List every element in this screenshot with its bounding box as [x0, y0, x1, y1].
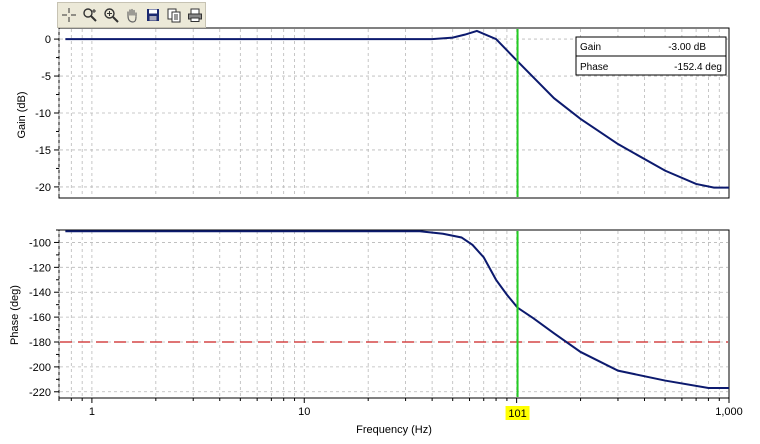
crosshair-button[interactable]	[58, 5, 79, 26]
phase-tick-label: -160	[29, 312, 51, 324]
plot-toolbar	[57, 2, 206, 28]
zoom-xy-icon	[82, 8, 97, 22]
copy-icon	[167, 8, 180, 23]
frequency-tick-label: 1,000	[715, 406, 743, 418]
pan-hand-icon	[126, 8, 137, 23]
readout-gain-label: Gain	[580, 42, 601, 53]
readout-gain-value: -3.00 dB	[668, 42, 706, 53]
zoom-in-icon	[103, 8, 119, 23]
phase-tick-label: -180	[29, 337, 51, 349]
phase-y-ticks: -100 -120 -140 -160 -180 -200 -220	[29, 229, 59, 399]
gain-grid	[58, 29, 728, 197]
phase-axis-label: Phase (deg)	[9, 285, 21, 345]
zoom-in-button[interactable]	[100, 5, 121, 26]
readout-phase-value: -152.4 deg	[674, 62, 722, 73]
phase-tick-label: -140	[29, 287, 51, 299]
cursor-frequency-label: 101	[508, 408, 526, 420]
crosshair-icon	[61, 8, 76, 22]
save-button[interactable]	[142, 5, 163, 26]
frequency-ticks: 1 10 1,000	[58, 398, 743, 418]
pan-button[interactable]	[121, 5, 142, 26]
frequency-tick-label: 1	[89, 406, 95, 418]
phase-tick-label: -200	[29, 362, 51, 374]
gain-y-ticks: 0 -5 -10 -15 -20	[35, 34, 59, 194]
print-icon	[187, 8, 202, 22]
zoom-xy-button[interactable]	[79, 5, 100, 26]
phase-trace	[65, 230, 729, 390]
gain-tick-label: 0	[45, 34, 51, 46]
readout-phase-label: Phase	[580, 62, 609, 73]
save-disk-icon	[146, 9, 159, 21]
frequency-tick-label: 10	[298, 406, 310, 418]
frequency-axis-label: Frequency (Hz)	[356, 424, 432, 436]
phase-panel: -100 -120 -140 -160 -180 -200 -220 Phase (deg)…	[9, 229, 743, 436]
phase-grid	[58, 231, 728, 397]
print-button[interactable]	[184, 5, 205, 26]
gain-tick-label: -5	[41, 71, 51, 83]
phase-tick-label: -220	[29, 387, 51, 399]
cursor-readout: Gain -3.00 dB Phase -152.4 deg	[575, 36, 727, 76]
gain-axis-label: Gain (dB)	[16, 91, 28, 138]
phase-tick-label: -100	[29, 237, 51, 249]
phase-tick-label: -120	[29, 262, 51, 274]
copy-button[interactable]	[163, 5, 184, 26]
gain-tick-label: -15	[35, 145, 51, 157]
cursor-frequency-badge	[505, 406, 530, 420]
gain-tick-label: -10	[35, 108, 51, 120]
gain-tick-label: -20	[35, 182, 51, 194]
